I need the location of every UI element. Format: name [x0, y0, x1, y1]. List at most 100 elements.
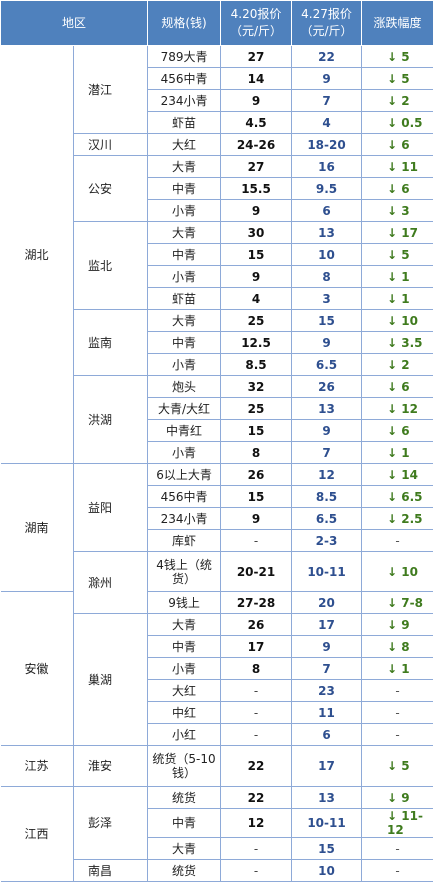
new-price-cell: 10-11 [291, 551, 363, 592]
old-price-cell: 32 [220, 375, 293, 398]
new-price-cell: 15 [291, 837, 363, 860]
old-price-cell: 25 [220, 309, 293, 332]
table-row: 汉川 大红 24-26 18-20 ↓ 6 [1, 133, 433, 156]
locality-cell: 监南 [73, 309, 149, 376]
change-cell: ↓ 2 [361, 89, 433, 112]
region-cell: 湖南 [0, 463, 74, 592]
spec-cell: 大青 [147, 309, 222, 332]
change-cell: ↓ 2 [361, 353, 433, 376]
spec-cell: 中青红 [147, 419, 222, 442]
new-price-cell: 6.5 [291, 507, 363, 530]
new-price-cell: 2-3 [291, 529, 363, 552]
new-price-cell: 18-20 [291, 133, 363, 156]
locality-cell: 公安 [73, 155, 149, 222]
old-price-cell: 8 [220, 441, 293, 464]
header-new-price: 4.27报价 （元/斤） [291, 0, 363, 46]
change-cell: - [361, 859, 433, 882]
spec-cell: 中青 [147, 177, 222, 200]
table-row: 公安 大青 27 16 ↓ 11 [1, 155, 433, 222]
new-price-cell: 10 [291, 243, 363, 266]
change-cell: ↓ 6 [361, 419, 433, 442]
change-cell: ↓ 7-8 [361, 591, 433, 614]
table-row: 小红 -6- [1, 723, 433, 746]
table-row: 巢湖 大青 26 17 ↓ 9 [1, 613, 433, 746]
new-price-cell: 9 [291, 419, 363, 442]
table-row: 安徽 9钱上 27-28 20 ↓ 7-8 [0, 591, 433, 746]
table-row: 234小青 9 6.5 ↓ 2.5 [1, 507, 433, 530]
change-cell: ↓ 1 [361, 657, 433, 680]
change-cell: - [361, 723, 433, 746]
new-price-cell: 22 [291, 45, 363, 68]
table-row: 中青 12 10-11 ↓ 11-12 [1, 808, 433, 838]
change-cell: - [361, 679, 433, 702]
old-price-cell: 9 [220, 265, 293, 288]
spec-cell: 小青 [147, 265, 222, 288]
change-cell: ↓ 12 [361, 397, 433, 420]
header-change: 涨跌幅度 [361, 0, 433, 46]
table-row: 湖南 益阳 6以上大青 26 12 ↓ 14 [0, 463, 433, 592]
old-price-cell: - [220, 837, 293, 860]
old-price-cell: 14 [220, 67, 293, 90]
locality-cell: 洪湖 [73, 375, 149, 464]
spec-cell: 小红 [147, 723, 222, 746]
header-old-price-line1: 4.20报价 [230, 7, 282, 21]
table-row: 洪湖 炮头 32 26 ↓ 6 [1, 375, 433, 464]
header-region: 地区 [0, 0, 149, 46]
spec-cell: 9钱上 [147, 591, 222, 614]
table-row: 大青/大红 25 13 ↓ 12 [1, 397, 433, 420]
table-row: 小青 8 7 ↓ 1 [1, 441, 433, 464]
table-row: 江苏 淮安 统货（5-10钱） 22 17 ↓ 5 [0, 745, 433, 787]
old-price-cell: - [220, 859, 293, 882]
old-price-cell: 24-26 [220, 133, 293, 156]
old-price-cell: 26 [220, 463, 293, 486]
locality-cell: 巢湖 [73, 613, 149, 746]
change-cell: ↓ 3 [361, 199, 433, 222]
change-cell: ↓ 2.5 [361, 507, 433, 530]
header-row: 地区 规格(钱) 4.20报价 （元/斤） 4.27报价 （元/斤） 涨跌幅度 [0, 0, 433, 46]
spec-cell: 大青 [147, 221, 222, 244]
change-cell: ↓ 3.5 [361, 331, 433, 354]
change-cell: - [361, 837, 433, 860]
new-price-cell: 26 [291, 375, 363, 398]
old-price-cell: 15 [220, 485, 293, 508]
table-row: 大青 -15- [1, 837, 433, 860]
header-spec: 规格(钱) [147, 0, 222, 46]
old-price-cell: 22 [220, 745, 293, 787]
new-price-cell: 17 [291, 745, 363, 787]
table-row: 234小青 9 7 ↓ 2 [1, 89, 433, 112]
new-price-cell: 6 [291, 199, 363, 222]
change-cell: ↓ 9 [361, 613, 433, 636]
spec-cell: 中红 [147, 701, 222, 724]
change-cell: ↓ 6 [361, 375, 433, 398]
header-old-price: 4.20报价 （元/斤） [220, 0, 293, 46]
table-row: 456中青 15 8.5 ↓ 6.5 [1, 485, 433, 508]
table-row: 小青 9 6 ↓ 3 [1, 199, 433, 222]
header-new-price-line2: （元/斤） [300, 24, 353, 38]
locality-cell: 潜江 [73, 45, 149, 134]
old-price-cell: 27 [220, 155, 293, 178]
old-price-cell: 8.5 [220, 353, 293, 376]
table-row: 滁州 4钱上（统货） 20-21 10-11 ↓ 10 [1, 551, 433, 614]
price-table-body: 湖北 潜江 789大青 27 22 ↓ 5 456中青 14 9 ↓ 5 234小青 9 7 ↓ 2 虾苗 4… [0, 45, 433, 882]
spec-cell: 大青 [147, 155, 222, 178]
spec-cell: 789大青 [147, 45, 222, 68]
spec-cell: 中青 [147, 331, 222, 354]
spec-cell: 中青 [147, 635, 222, 658]
new-price-cell: 9.5 [291, 177, 363, 200]
change-cell: ↓ 5 [361, 745, 433, 787]
spec-cell: 统货 [147, 859, 222, 882]
old-price-cell: 20-21 [220, 551, 293, 592]
spec-cell: 4钱上（统货） [147, 551, 222, 592]
table-row: 监北 大青 30 13 ↓ 17 [1, 221, 433, 310]
change-cell: ↓ 6 [361, 177, 433, 200]
spec-cell: 大青/大红 [147, 397, 222, 420]
change-cell: - [361, 701, 433, 724]
new-price-cell: 16 [291, 155, 363, 178]
locality-cell: 监北 [73, 221, 149, 310]
spec-cell: 大红 [147, 133, 222, 156]
change-cell: ↓ 10 [361, 551, 433, 592]
change-cell: ↓ 1 [361, 287, 433, 310]
table-row: 中青 15.5 9.5 ↓ 6 [1, 177, 433, 200]
region-cell: 湖北 [0, 45, 74, 464]
